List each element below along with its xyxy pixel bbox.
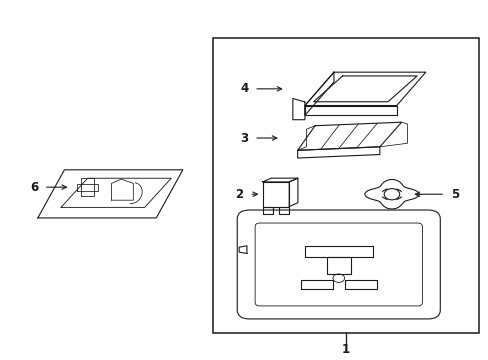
- Text: 6: 6: [30, 181, 38, 194]
- Text: 1: 1: [341, 343, 349, 356]
- Text: 5: 5: [450, 188, 458, 201]
- Text: 4: 4: [240, 82, 248, 95]
- Text: 3: 3: [240, 131, 248, 144]
- Bar: [213, 38, 478, 333]
- Text: 2: 2: [235, 188, 243, 201]
